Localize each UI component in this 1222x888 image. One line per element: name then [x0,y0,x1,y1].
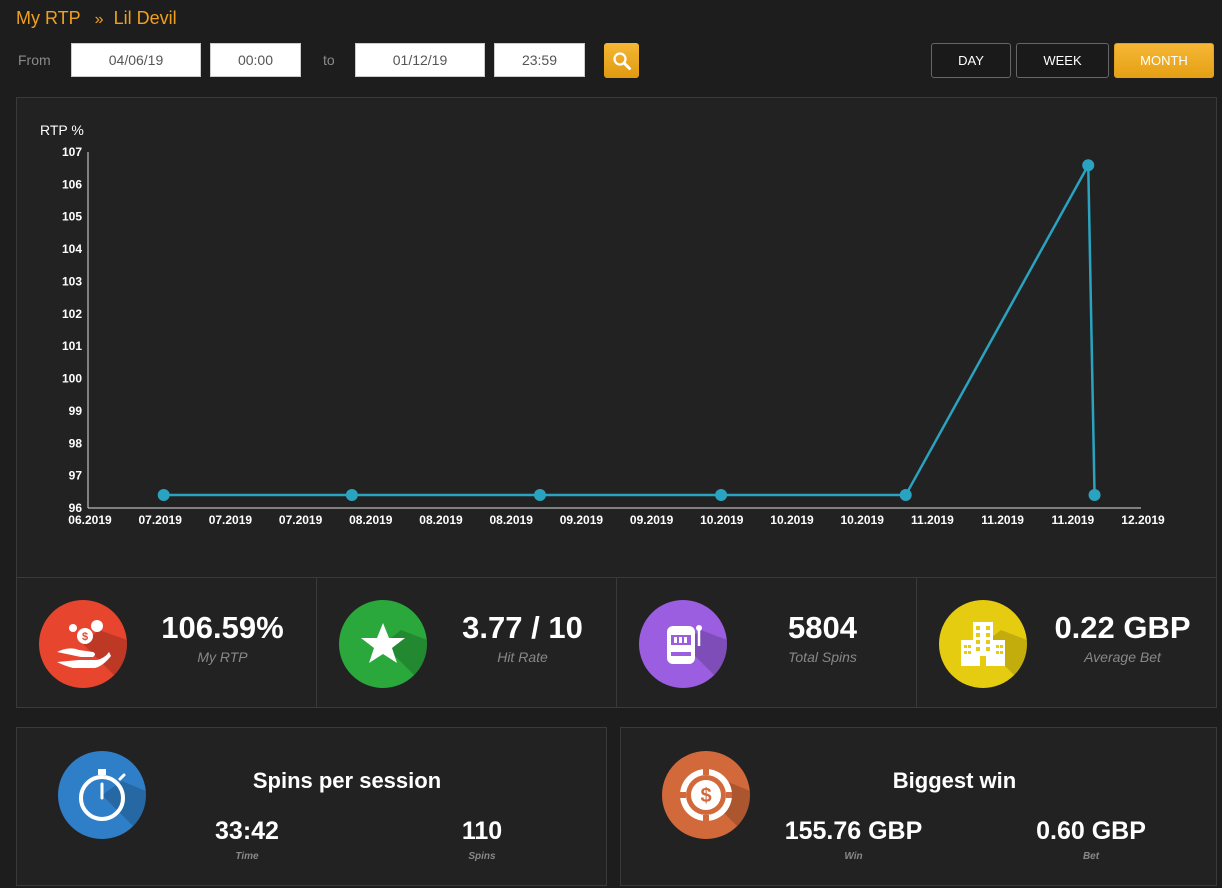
x-tick-label: 07.2019 [209,513,253,527]
rtp-line-chart: RTP % 96 97 98 99 100 101 102 103 104 105 106 107 0… [40,122,1165,527]
y-tick-label: 105 [62,210,82,224]
x-tick-label: 07.2019 [279,513,323,527]
data-point[interactable] [715,489,728,502]
building-icon [939,600,1027,688]
x-tick-label: 08.2019 [490,513,534,527]
stat-my-rtp: $ 106.59% My RTP [17,578,317,707]
y-tick-label: 97 [69,469,83,483]
x-tick-label: 08.2019 [419,513,463,527]
day-button[interactable]: DAY [931,43,1011,78]
search-icon [612,51,631,70]
stopwatch-icon [58,751,146,839]
x-tick-label: 09.2019 [630,513,674,527]
hit-rate-caption: Hit Rate [497,649,548,665]
from-date-field[interactable]: 04/06/19 [71,43,201,77]
month-button[interactable]: MONTH [1114,43,1214,78]
session-time-label: Time [235,851,259,862]
data-point[interactable] [1082,159,1095,172]
spins-per-session-panel: Spins per session 33:42 Time 110 Spins [16,727,607,886]
money-hand-icon: $ [39,600,127,688]
my-rtp-value: 106.59% [161,610,284,645]
svg-text:$: $ [82,631,88,643]
x-tick-label: 10.2019 [700,513,744,527]
casino-chip-icon: $ [662,751,750,839]
x-tick-label: 11.2019 [1051,513,1094,527]
stat-average-bet: 0.22 GBP Average Bet [917,578,1216,707]
y-tick-label: 104 [62,242,82,256]
rtp-chart-panel: RTP % 96 97 98 99 100 101 102 103 104 105 106 107 0… [16,97,1217,578]
average-bet-caption: Average Bet [1084,649,1161,665]
x-tick-label: 07.2019 [139,513,183,527]
biggest-win-title: Biggest win [892,768,1017,793]
data-point[interactable] [157,489,170,502]
x-tick-label: 06.2019 [68,513,112,527]
biggest-win-bet-label: Bet [1082,851,1100,862]
to-label: to [323,52,335,68]
week-button[interactable]: WEEK [1016,43,1109,78]
average-bet-value: 0.22 GBP [1054,610,1191,645]
y-tick-label: 98 [69,436,83,450]
search-button[interactable] [604,43,639,78]
x-tick-label: 09.2019 [560,513,604,527]
stat-hit-rate: 3.77 / 10 Hit Rate [317,578,617,707]
to-date-field[interactable]: 01/12/19 [355,43,485,77]
biggest-win-label: Win [844,851,863,862]
stats-row: $ 106.59% My RTP 3.77 / 10 Hit Rate [16,577,1217,708]
hit-rate-value: 3.77 / 10 [462,610,583,645]
from-label: From [18,52,51,68]
biggest-win-value: 155.76 GBP [784,817,923,845]
x-tick-label: 11.2019 [911,513,954,527]
spins-per-session-title: Spins per session [252,768,442,793]
y-tick-label: 101 [62,339,82,353]
biggest-win-bet-value: 0.60 GBP [1036,817,1146,845]
y-tick-label: 102 [62,307,82,321]
y-tick-label: 96 [69,501,83,515]
y-tick-label: 107 [62,145,82,159]
svg-text:$: $ [700,785,711,807]
x-tick-label: 12.2019 [1121,513,1165,527]
data-point[interactable] [345,489,358,502]
breadcrumb-separator: » [94,11,104,28]
x-tick-label: 10.2019 [770,513,814,527]
x-tick-label: 11.2019 [981,513,1024,527]
breadcrumb: My RTP » Lil Devil [16,8,177,29]
breadcrumb-current: Lil Devil [113,8,177,28]
y-tick-label: 106 [62,177,82,191]
biggest-win-panel: $ Biggest win 155.76 GBP Win 0.60 GBP Be… [620,727,1217,886]
to-time-field[interactable]: 23:59 [494,43,585,77]
session-spins-value: 110 [461,817,503,845]
my-rtp-caption: My RTP [197,649,248,665]
y-tick-label: 103 [62,274,82,288]
x-tick-label: 10.2019 [841,513,885,527]
session-spins-label: Spins [468,851,496,862]
session-time-value: 33:42 [215,817,279,845]
star-icon [339,600,427,688]
from-time-field[interactable]: 00:00 [210,43,301,77]
stat-total-spins: 5804 Total Spins [617,578,917,707]
y-axis-label: RTP % [40,122,84,138]
total-spins-value: 5804 [788,610,857,645]
series-line [163,160,1096,497]
x-tick-label: 08.2019 [349,513,393,527]
data-point[interactable] [533,489,546,502]
data-point[interactable] [1088,489,1101,502]
y-tick-label: 99 [69,404,83,418]
y-tick-label: 100 [62,372,82,386]
slot-machine-icon [639,600,727,688]
breadcrumb-parent[interactable]: My RTP [16,8,81,28]
total-spins-caption: Total Spins [788,649,857,665]
data-point[interactable] [899,489,912,502]
